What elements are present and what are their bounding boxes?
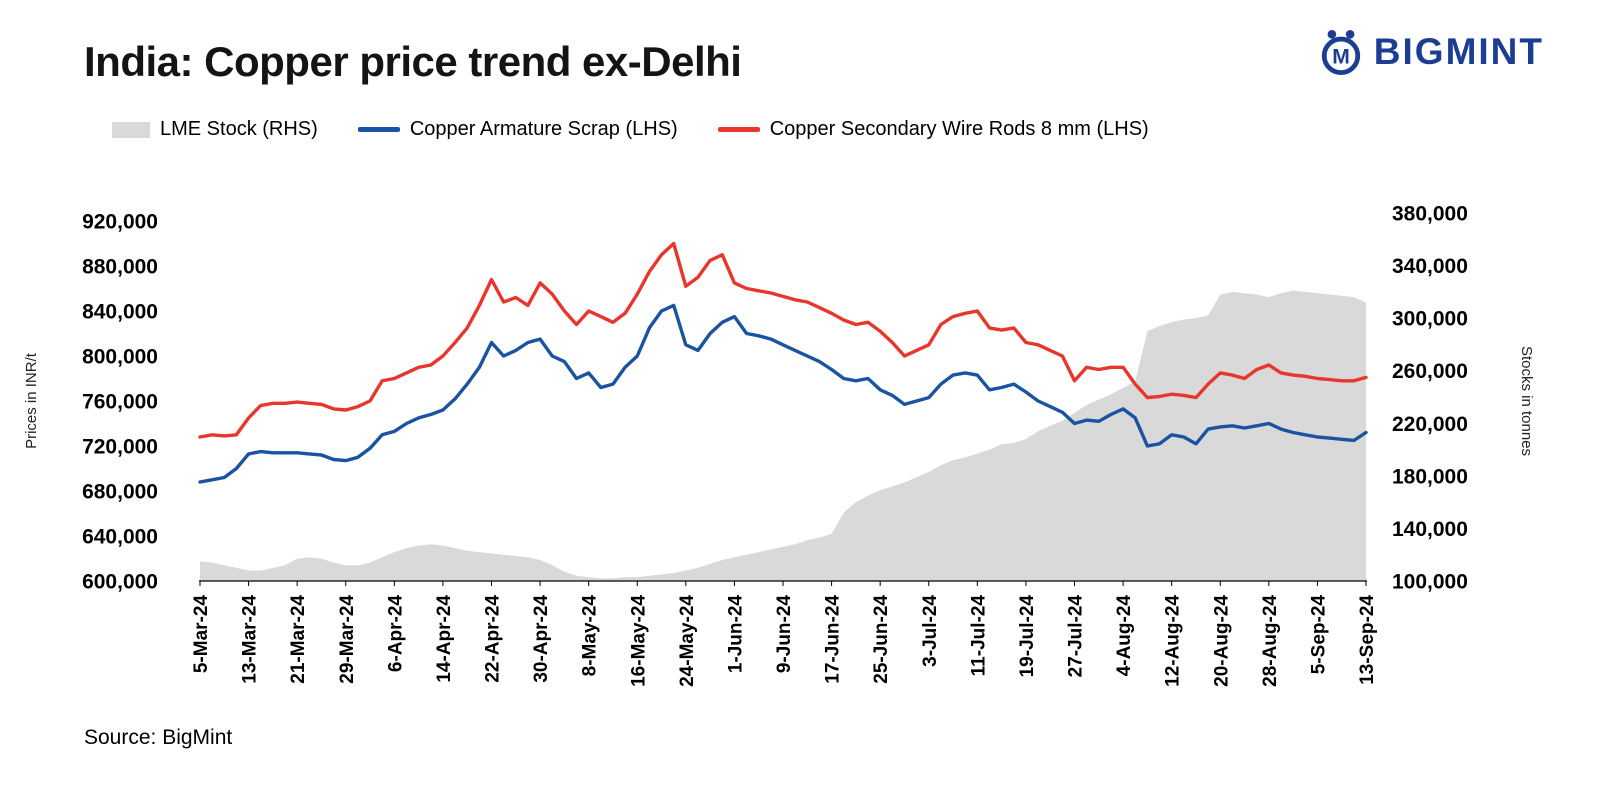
x-tick-label: 4-Aug-24 [1114, 595, 1135, 677]
legend-item-copper-armature-scrap: Copper Armature Scrap (LHS) [357, 118, 678, 141]
x-tick-label: 5-Mar-24 [191, 595, 212, 674]
left-axis-tick-label: 840,000 [82, 301, 158, 324]
x-tick-label: 6-Apr-24 [385, 595, 406, 673]
left-axis-tick-label: 880,000 [82, 256, 158, 279]
left-axis-tick-label: 760,000 [82, 391, 158, 414]
x-tick-label: 22-Apr-24 [483, 595, 504, 683]
x-tick-label: 11-Jul-24 [968, 595, 989, 677]
x-tick-label: 5-Sep-24 [1308, 595, 1329, 675]
x-tick-label: 17-Jun-24 [823, 595, 844, 684]
bigmint-logo-text: BIGMINT [1373, 31, 1544, 72]
right-axis-tick-label: 340,000 [1392, 255, 1468, 278]
legend-item-lme-stock: LME Stock (RHS) [112, 118, 318, 141]
source-note: Source: BigMint [84, 726, 233, 749]
right-axis-tick-label: 300,000 [1392, 308, 1468, 331]
x-tick-label: 12-Aug-24 [1163, 595, 1184, 687]
legend: LME Stock (RHS) Copper Armature Scrap (LH… [112, 118, 1149, 141]
legend-label: LME Stock (RHS) [160, 118, 318, 140]
line-copper-secondary-wire-rods [198, 241, 1368, 439]
right-axis-tick-label: 180,000 [1392, 465, 1468, 488]
legend-swatch-lme-stock [112, 121, 150, 138]
right-axis-tick-label: 260,000 [1392, 360, 1468, 383]
x-tick-label: 9-Jun-24 [774, 595, 795, 674]
x-tick-label: 20-Aug-24 [1211, 595, 1232, 687]
x-tick-label: 29-Mar-24 [337, 595, 358, 684]
legend-label: Copper Secondary Wire Rods 8 mm (LHS) [769, 118, 1149, 140]
x-tick-label: 14-Apr-24 [434, 595, 455, 683]
x-tick-label: 13-Sep-24 [1357, 595, 1378, 685]
right-axis-tick-label: 140,000 [1392, 518, 1468, 541]
legend-label: Copper Armature Scrap (LHS) [409, 118, 678, 140]
x-tick-label: 8-May-24 [580, 595, 601, 677]
left-axis-tick-label: 600,000 [82, 571, 158, 594]
x-tick-label: 27-Jul-24 [1066, 595, 1087, 678]
x-tick-label: 28-Aug-24 [1260, 595, 1281, 687]
page-title: India: Copper price trend ex-Delhi [84, 38, 742, 85]
x-tick-label: 13-Mar-24 [240, 595, 261, 684]
left-axis-tick-label: 640,000 [82, 526, 158, 549]
copper-price-trend-chart: 5-Mar-24 13-Mar-24 21-Mar-24 29-Mar-24 6-Apr… [23, 203, 1535, 687]
legend-item-copper-secondary-wire-rods: Copper Secondary Wire Rods 8 mm (LHS) [717, 118, 1149, 141]
x-tick-label: 25-Jun-24 [871, 595, 892, 684]
x-tick-label: 21-Mar-24 [288, 595, 309, 684]
area-lme-stock [200, 290, 1366, 581]
bigmint-logo-icon: M [1321, 29, 1360, 75]
left-axis-tick-label: 800,000 [82, 346, 158, 369]
right-axis-tick-label: 220,000 [1392, 413, 1468, 436]
right-axis-title: Stocks in tonnes [1518, 346, 1535, 456]
x-tick-label: 3-Jul-24 [920, 595, 941, 667]
x-tick-label: 30-Apr-24 [531, 595, 552, 683]
left-axis-tick-label: 680,000 [82, 481, 158, 504]
left-axis-title: Prices in INR/t [23, 352, 40, 449]
right-axis-tick-label: 380,000 [1392, 203, 1468, 226]
svg-text:M: M [1332, 46, 1350, 69]
legend-swatch-copper-armature-scrap [357, 127, 400, 132]
right-axis-tick-label: 100,000 [1392, 571, 1468, 594]
legend-swatch-copper-secondary-wire-rods [717, 127, 760, 132]
x-tick-label: 1-Jun-24 [725, 595, 746, 674]
x-tick-label: 19-Jul-24 [1017, 595, 1038, 678]
x-tick-label: 24-May-24 [677, 595, 698, 687]
left-axis-tick-label: 720,000 [82, 436, 158, 459]
left-axis-tick-label: 920,000 [82, 211, 158, 234]
x-tick-label: 16-May-24 [628, 595, 649, 687]
line-copper-armature-scrap [198, 303, 1368, 484]
bigmint-logo: M BIGMINT [1318, 28, 1544, 76]
